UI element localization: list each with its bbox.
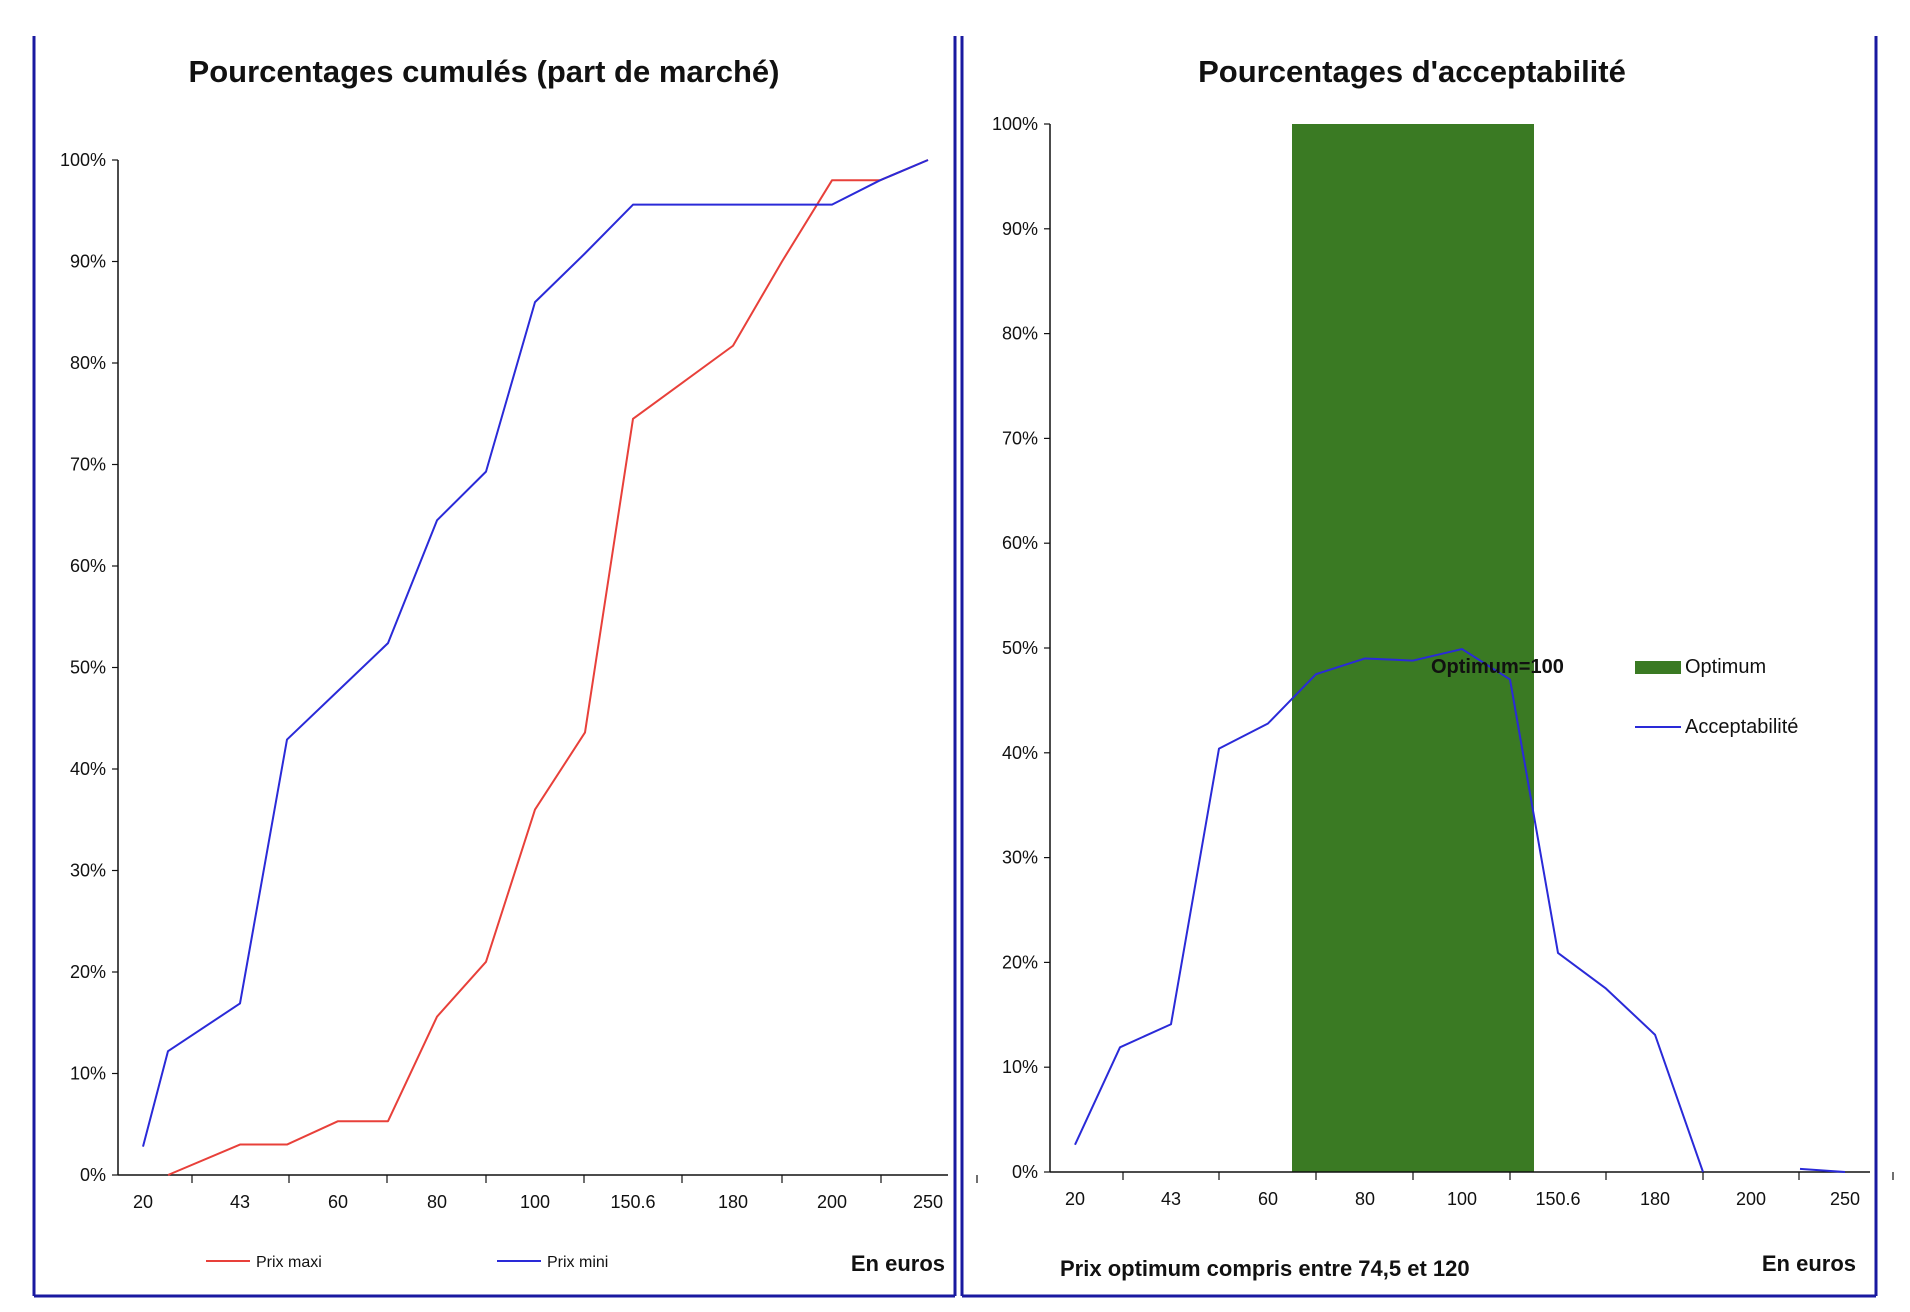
x-tick-label: 80	[1355, 1189, 1375, 1209]
left-y-ticks: 0% 10% 20% 30% 40% 50% 60% 70% 80% 90% 100%	[60, 150, 118, 1185]
right-y-ticks: 0% 10% 20% 30% 40% 50% 60% 70% 80% 90% 100%	[992, 114, 1050, 1182]
x-tick-label: 60	[1258, 1189, 1278, 1209]
right-legend: Optimum Acceptabilité	[1635, 656, 1798, 738]
right-x-axis-label: En euros	[1762, 1251, 1856, 1276]
y-tick-label: 80%	[1002, 324, 1038, 344]
y-tick-label: 60%	[1002, 533, 1038, 553]
y-tick-label: 20%	[70, 962, 106, 982]
right-footnote: Prix optimum compris entre 74,5 et 120	[1060, 1256, 1470, 1281]
series-line-prix-mini	[142, 159, 929, 1147]
y-tick-label: 70%	[1002, 428, 1038, 448]
x-tick-label: 100	[520, 1192, 550, 1212]
x-tick-label: 20	[1065, 1189, 1085, 1209]
series-line-acceptabilit-	[1074, 648, 1846, 1173]
legend-label-prix-mini: Prix mini	[547, 1254, 608, 1271]
y-tick-label: 80%	[70, 353, 106, 373]
right-x-ticks: 20 43 60 80 100 150.6 180 200 250	[1065, 1172, 1894, 1209]
x-tick-label: 20	[133, 1192, 153, 1212]
y-tick-label: 40%	[1002, 743, 1038, 763]
y-tick-label: 10%	[1002, 1057, 1038, 1077]
left-chart: Pourcentages cumulés (part de marché) 0%…	[60, 54, 978, 1276]
left-x-axis-label: En euros	[851, 1251, 945, 1276]
x-tick-label: 200	[1736, 1189, 1766, 1209]
x-tick-label: 200	[817, 1192, 847, 1212]
x-tick-label: 100	[1447, 1189, 1477, 1209]
legend-label-prix-maxi: Prix maxi	[256, 1254, 322, 1271]
legend-swatch-optimum	[1635, 661, 1681, 674]
x-tick-label: 80	[427, 1192, 447, 1212]
x-tick-label: 180	[1640, 1189, 1670, 1209]
y-tick-label: 70%	[70, 455, 106, 475]
y-tick-label: 100%	[992, 114, 1038, 134]
x-tick-label: 150.6	[610, 1192, 655, 1212]
y-tick-label: 50%	[70, 658, 106, 678]
y-tick-label: 30%	[70, 861, 106, 881]
y-tick-label: 90%	[1002, 219, 1038, 239]
left-chart-title: Pourcentages cumulés (part de marché)	[189, 54, 780, 89]
x-tick-label: 180	[718, 1192, 748, 1212]
y-tick-label: 0%	[1012, 1162, 1038, 1182]
right-chart: Pourcentages d'acceptabilité 0% 10% 20% 30%…	[992, 54, 1894, 1281]
legend-label-acceptabilite: Acceptabilité	[1685, 716, 1798, 738]
right-chart-title: Pourcentages d'acceptabilité	[1198, 54, 1626, 89]
x-tick-label: 43	[230, 1192, 250, 1212]
series-line-prix-maxi	[167, 159, 929, 1176]
x-tick-label: 60	[328, 1192, 348, 1212]
left-x-ticks: 20 43 60 80 100 150.6 180 200 250	[133, 1175, 978, 1212]
left-series	[142, 159, 929, 1176]
right-panel-frame	[960, 36, 1878, 1298]
y-tick-label: 10%	[70, 1064, 106, 1084]
y-tick-label: 20%	[1002, 952, 1038, 972]
y-tick-label: 0%	[80, 1165, 106, 1185]
y-tick-label: 90%	[70, 252, 106, 272]
left-panel-frame	[32, 36, 957, 1298]
y-tick-label: 100%	[60, 150, 106, 170]
y-tick-label: 40%	[70, 759, 106, 779]
optimum-band	[1292, 124, 1534, 1172]
y-tick-label: 60%	[70, 556, 106, 576]
optimum-annotation: Optimum=100	[1431, 656, 1564, 678]
left-legend: Prix maxi Prix mini	[206, 1254, 608, 1271]
x-tick-label: 250	[1830, 1189, 1860, 1209]
y-tick-label: 50%	[1002, 638, 1038, 658]
x-tick-label: 150.6	[1535, 1189, 1580, 1209]
y-tick-label: 30%	[1002, 848, 1038, 868]
right-series	[1074, 648, 1846, 1173]
x-tick-label: 250	[913, 1192, 943, 1212]
x-tick-label: 43	[1161, 1189, 1181, 1209]
legend-label-optimum: Optimum	[1685, 656, 1766, 678]
